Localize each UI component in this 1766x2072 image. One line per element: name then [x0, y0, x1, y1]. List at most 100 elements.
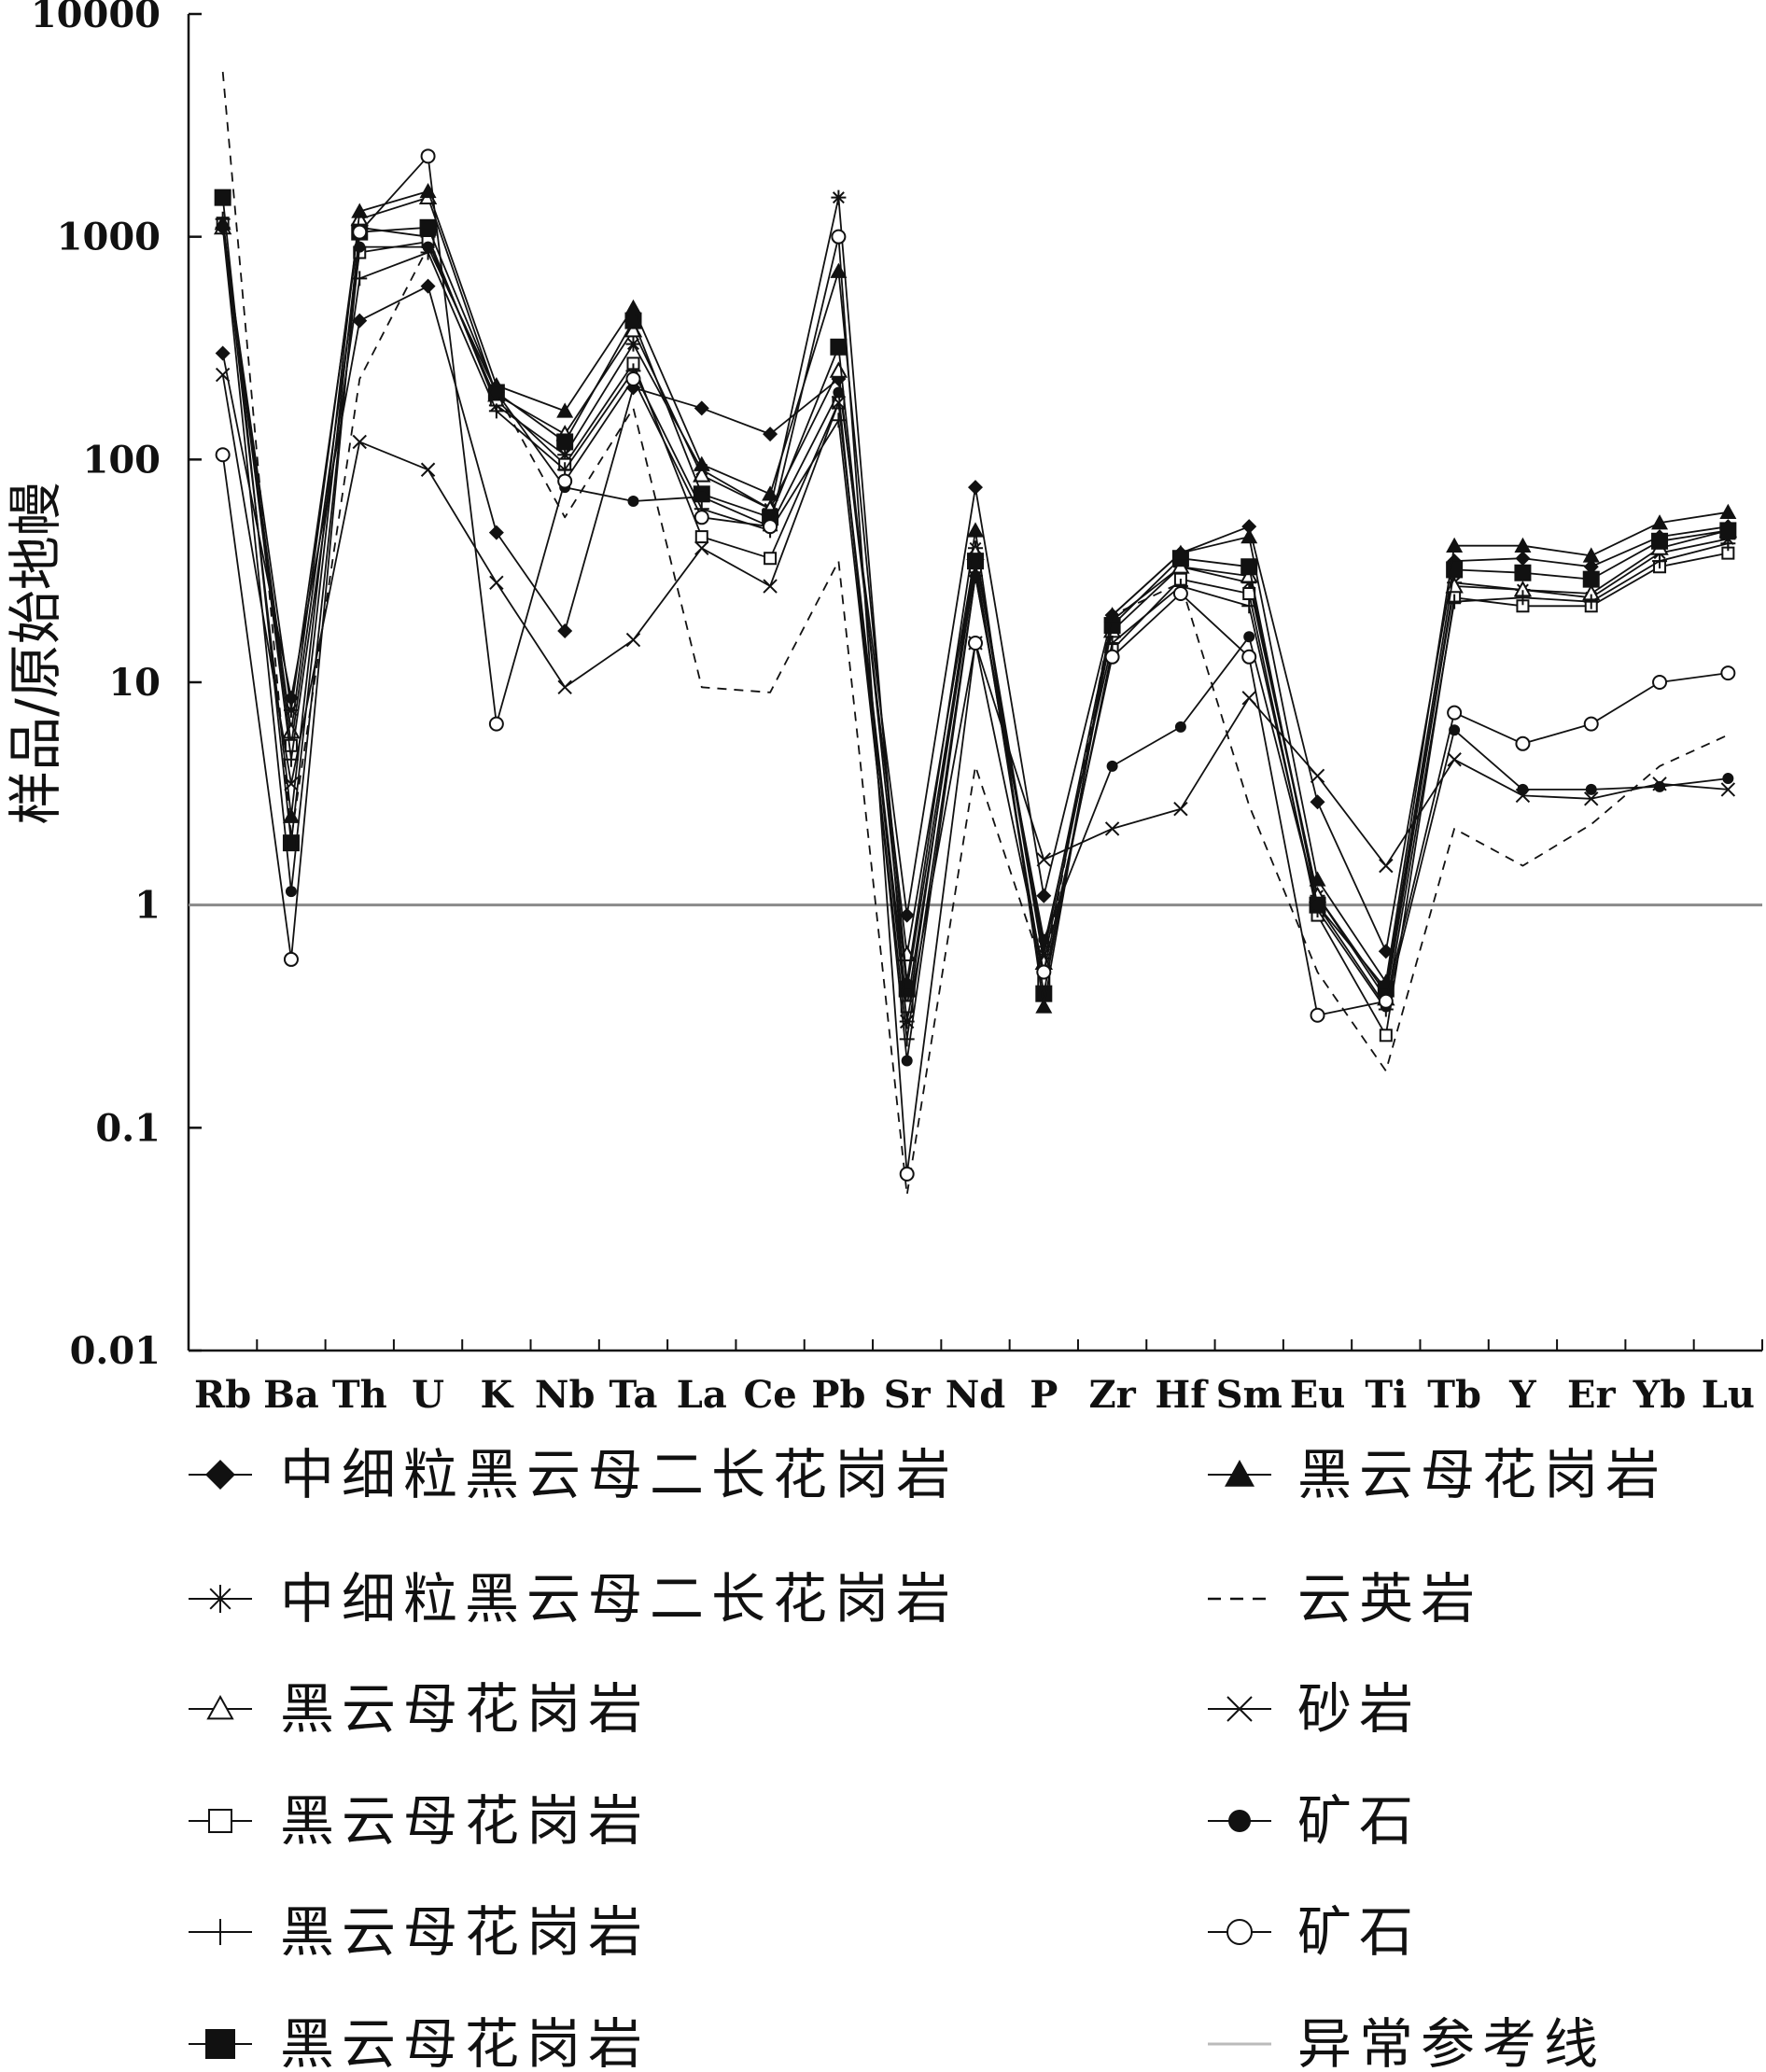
- data-point: [215, 447, 231, 463]
- legend-entry-right-6: 异常参考线: [1208, 2012, 1605, 2072]
- legend-group: 中细粒黑云母二长花岗岩中细粒黑云母二长花岗岩黑云母花岗岩黑云母花岗岩黑云母花岗岩…: [189, 1443, 1667, 2072]
- data-point: [488, 403, 504, 419]
- data-point: [831, 229, 847, 245]
- y-axis-label-group: 样品/原始地幔: [4, 482, 67, 825]
- series-line: [221, 197, 1729, 995]
- data-point: [351, 203, 369, 218]
- data-point: [487, 376, 505, 393]
- data-point: [694, 540, 709, 556]
- data-point: [763, 519, 778, 535]
- data-point: [1311, 899, 1324, 911]
- data-point: [1722, 773, 1734, 785]
- data-point: [1106, 760, 1118, 772]
- data-point: [831, 189, 847, 205]
- x-tick-label: Zr: [1088, 1373, 1136, 1417]
- legend-marker: [205, 1460, 235, 1490]
- data-point: [1309, 871, 1326, 887]
- data-point: [1104, 649, 1120, 665]
- data-point: [1240, 558, 1258, 576]
- series-line: [221, 374, 1729, 1023]
- y-tick-label: 1000: [57, 216, 161, 259]
- data-point: [1515, 590, 1531, 606]
- data-point: [967, 522, 984, 538]
- data-point: [830, 338, 848, 356]
- legend-entry-right-1: 黑云母花岗岩: [1208, 1443, 1667, 1506]
- legend-entry-left-1: 中细粒黑云母二长花岗岩: [189, 1443, 950, 1506]
- data-point: [829, 361, 848, 378]
- data-point: [833, 386, 845, 399]
- data-point: [1173, 802, 1188, 817]
- x-tick-label: K: [480, 1373, 513, 1417]
- data-point: [899, 1166, 915, 1182]
- legend-marker: [1228, 1810, 1251, 1832]
- data-point: [625, 632, 641, 648]
- x-tick-label: Ba: [263, 1373, 319, 1417]
- data-point: [764, 552, 778, 566]
- data-point: [556, 402, 574, 418]
- data-point: [1720, 782, 1736, 797]
- y-tick-label: 0.01: [70, 1329, 161, 1373]
- x-tick-label: Eu: [1290, 1373, 1346, 1417]
- legend-marker: [206, 1585, 234, 1613]
- axes-group: 0.01 0.1 1 10 100 1000 10000 Rb Ba Th U K Nb Ta La Ce Pb…: [31, 0, 1763, 1417]
- y-tick-label: 10000: [31, 0, 161, 36]
- series-line: [221, 223, 1729, 1037]
- data-point: [1036, 888, 1052, 903]
- legend-label: 黑云母花岗岩: [1297, 1443, 1667, 1506]
- data-point: [831, 413, 847, 428]
- x-tick-label: La: [677, 1373, 727, 1417]
- data-point: [1310, 768, 1325, 783]
- data-point: [1446, 537, 1464, 553]
- legend-entry-left-3: 黑云母花岗岩: [189, 1677, 650, 1741]
- x-tick-label: Th: [332, 1373, 387, 1417]
- data-point: [693, 466, 711, 483]
- data-point: [1515, 735, 1531, 751]
- y-tick-label: 10: [108, 661, 161, 705]
- data-point: [1240, 528, 1258, 544]
- data-point: [1241, 519, 1257, 535]
- data-point: [1654, 780, 1666, 792]
- data-point: [214, 189, 231, 206]
- legend-label: 异常参考线: [1297, 2012, 1605, 2072]
- data-point: [695, 491, 708, 503]
- data-point: [420, 278, 436, 294]
- data-point: [1035, 985, 1053, 1002]
- data-point: [1241, 649, 1257, 665]
- series-8: [221, 71, 1729, 1197]
- data-point: [352, 224, 368, 240]
- x-tick-label: Ti: [1365, 1373, 1407, 1417]
- data-point: [968, 480, 983, 496]
- data-point: [419, 182, 437, 199]
- x-tick-label: Rb: [194, 1373, 251, 1417]
- data-point: [1584, 791, 1599, 806]
- data-point: [901, 1055, 913, 1067]
- data-point: [215, 345, 231, 361]
- data-point: [1379, 1029, 1393, 1043]
- x-tick-label: Er: [1567, 1373, 1616, 1417]
- series-line: [221, 71, 1729, 1197]
- data-point: [1378, 993, 1394, 1009]
- data-point: [1583, 716, 1599, 732]
- legend-label: 黑云母花岗岩: [280, 1789, 650, 1853]
- legend-entry-left-4: 黑云母花岗岩: [189, 1789, 650, 1853]
- data-point: [488, 525, 504, 540]
- x-tick-label: Yb: [1633, 1373, 1687, 1417]
- x-tick-label: Tb: [1427, 1373, 1481, 1417]
- data-point: [1171, 544, 1189, 560]
- legend-label: 黑云母花岗岩: [280, 1677, 650, 1741]
- legend-label: 中细粒黑云母二长花岗岩: [280, 1567, 958, 1631]
- data-point: [557, 473, 573, 489]
- series-2: [215, 189, 1736, 1029]
- data-point: [1379, 858, 1394, 874]
- data-point: [419, 218, 437, 236]
- legend-marker: [206, 1694, 234, 1720]
- series-11: [215, 148, 1736, 1182]
- data-point: [1652, 675, 1668, 690]
- data-point: [625, 336, 641, 352]
- x-tick-label: Nd: [946, 1373, 1006, 1417]
- series-line: [221, 218, 1729, 1041]
- data-point: [1720, 665, 1736, 681]
- legend-label: 矿石: [1297, 1900, 1421, 1964]
- data-point: [420, 462, 436, 477]
- x-tick-label: P: [1030, 1373, 1058, 1417]
